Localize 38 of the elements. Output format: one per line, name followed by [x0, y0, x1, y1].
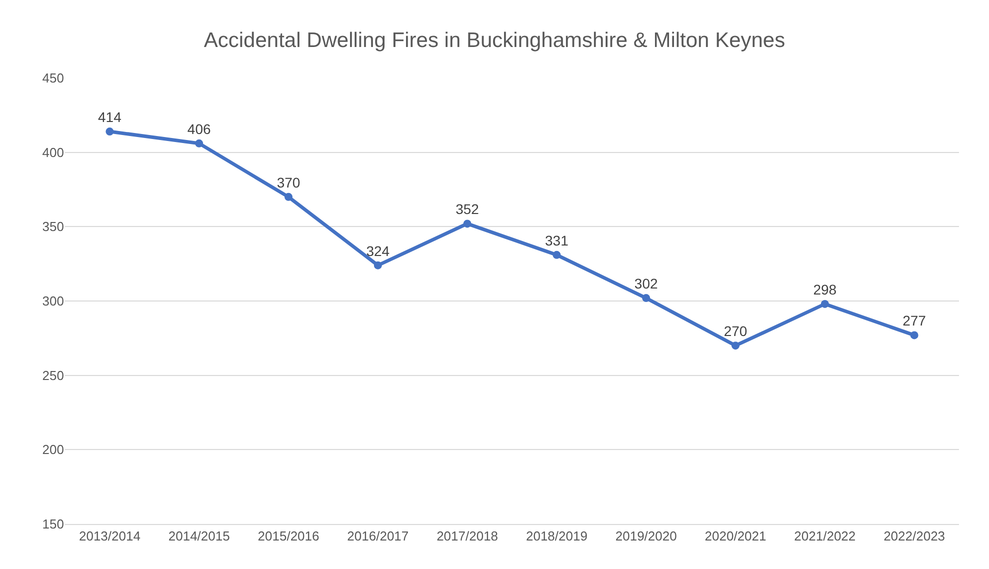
x-tick-label: 2016/2017	[347, 528, 409, 544]
x-tick-label: 2013/2014	[78, 528, 140, 544]
y-tick-label: 150	[42, 516, 64, 532]
point	[463, 220, 472, 228]
x-tick-label: 2020/2021	[704, 528, 766, 544]
point	[552, 250, 561, 259]
point	[820, 300, 829, 308]
point	[910, 331, 918, 340]
data-label: 270	[724, 323, 748, 340]
data-label: 298	[813, 281, 837, 298]
point	[374, 261, 382, 270]
point	[732, 342, 740, 350]
y-tick-label: 400	[42, 144, 64, 160]
x-tick-label: 2022/2023	[884, 528, 946, 544]
point	[642, 294, 650, 302]
data-label: 302	[634, 276, 658, 292]
point	[284, 192, 292, 201]
data-label: 324	[366, 242, 390, 259]
data-label: 277	[902, 312, 926, 329]
y-tick-label: 200	[42, 442, 64, 458]
y-tick-label: 300	[42, 294, 64, 309]
point	[106, 128, 114, 136]
x-tick-label: 2014/2015	[168, 528, 230, 544]
data-label: 370	[276, 174, 300, 190]
x-tick-label: 2019/2020	[615, 528, 677, 544]
y-tick-label: 250	[42, 368, 64, 383]
x-tick-label: 2021/2022	[794, 528, 856, 544]
chart-title: Accidental Dwelling Fires in Buckinghamshire & Milton Keynes	[204, 29, 786, 52]
data-label: 406	[187, 120, 211, 137]
data-label: 331	[545, 232, 569, 248]
x-tick-label: 2018/2019	[526, 528, 588, 544]
y-tick-label: 450	[42, 70, 64, 86]
point	[195, 139, 204, 148]
x-tick-label: 2017/2018	[436, 528, 498, 544]
data-label: 414	[98, 109, 122, 126]
data-label: 352	[456, 201, 480, 218]
x-tick-label: 2015/2016	[258, 528, 320, 544]
y-tick-label: 350	[42, 219, 64, 234]
